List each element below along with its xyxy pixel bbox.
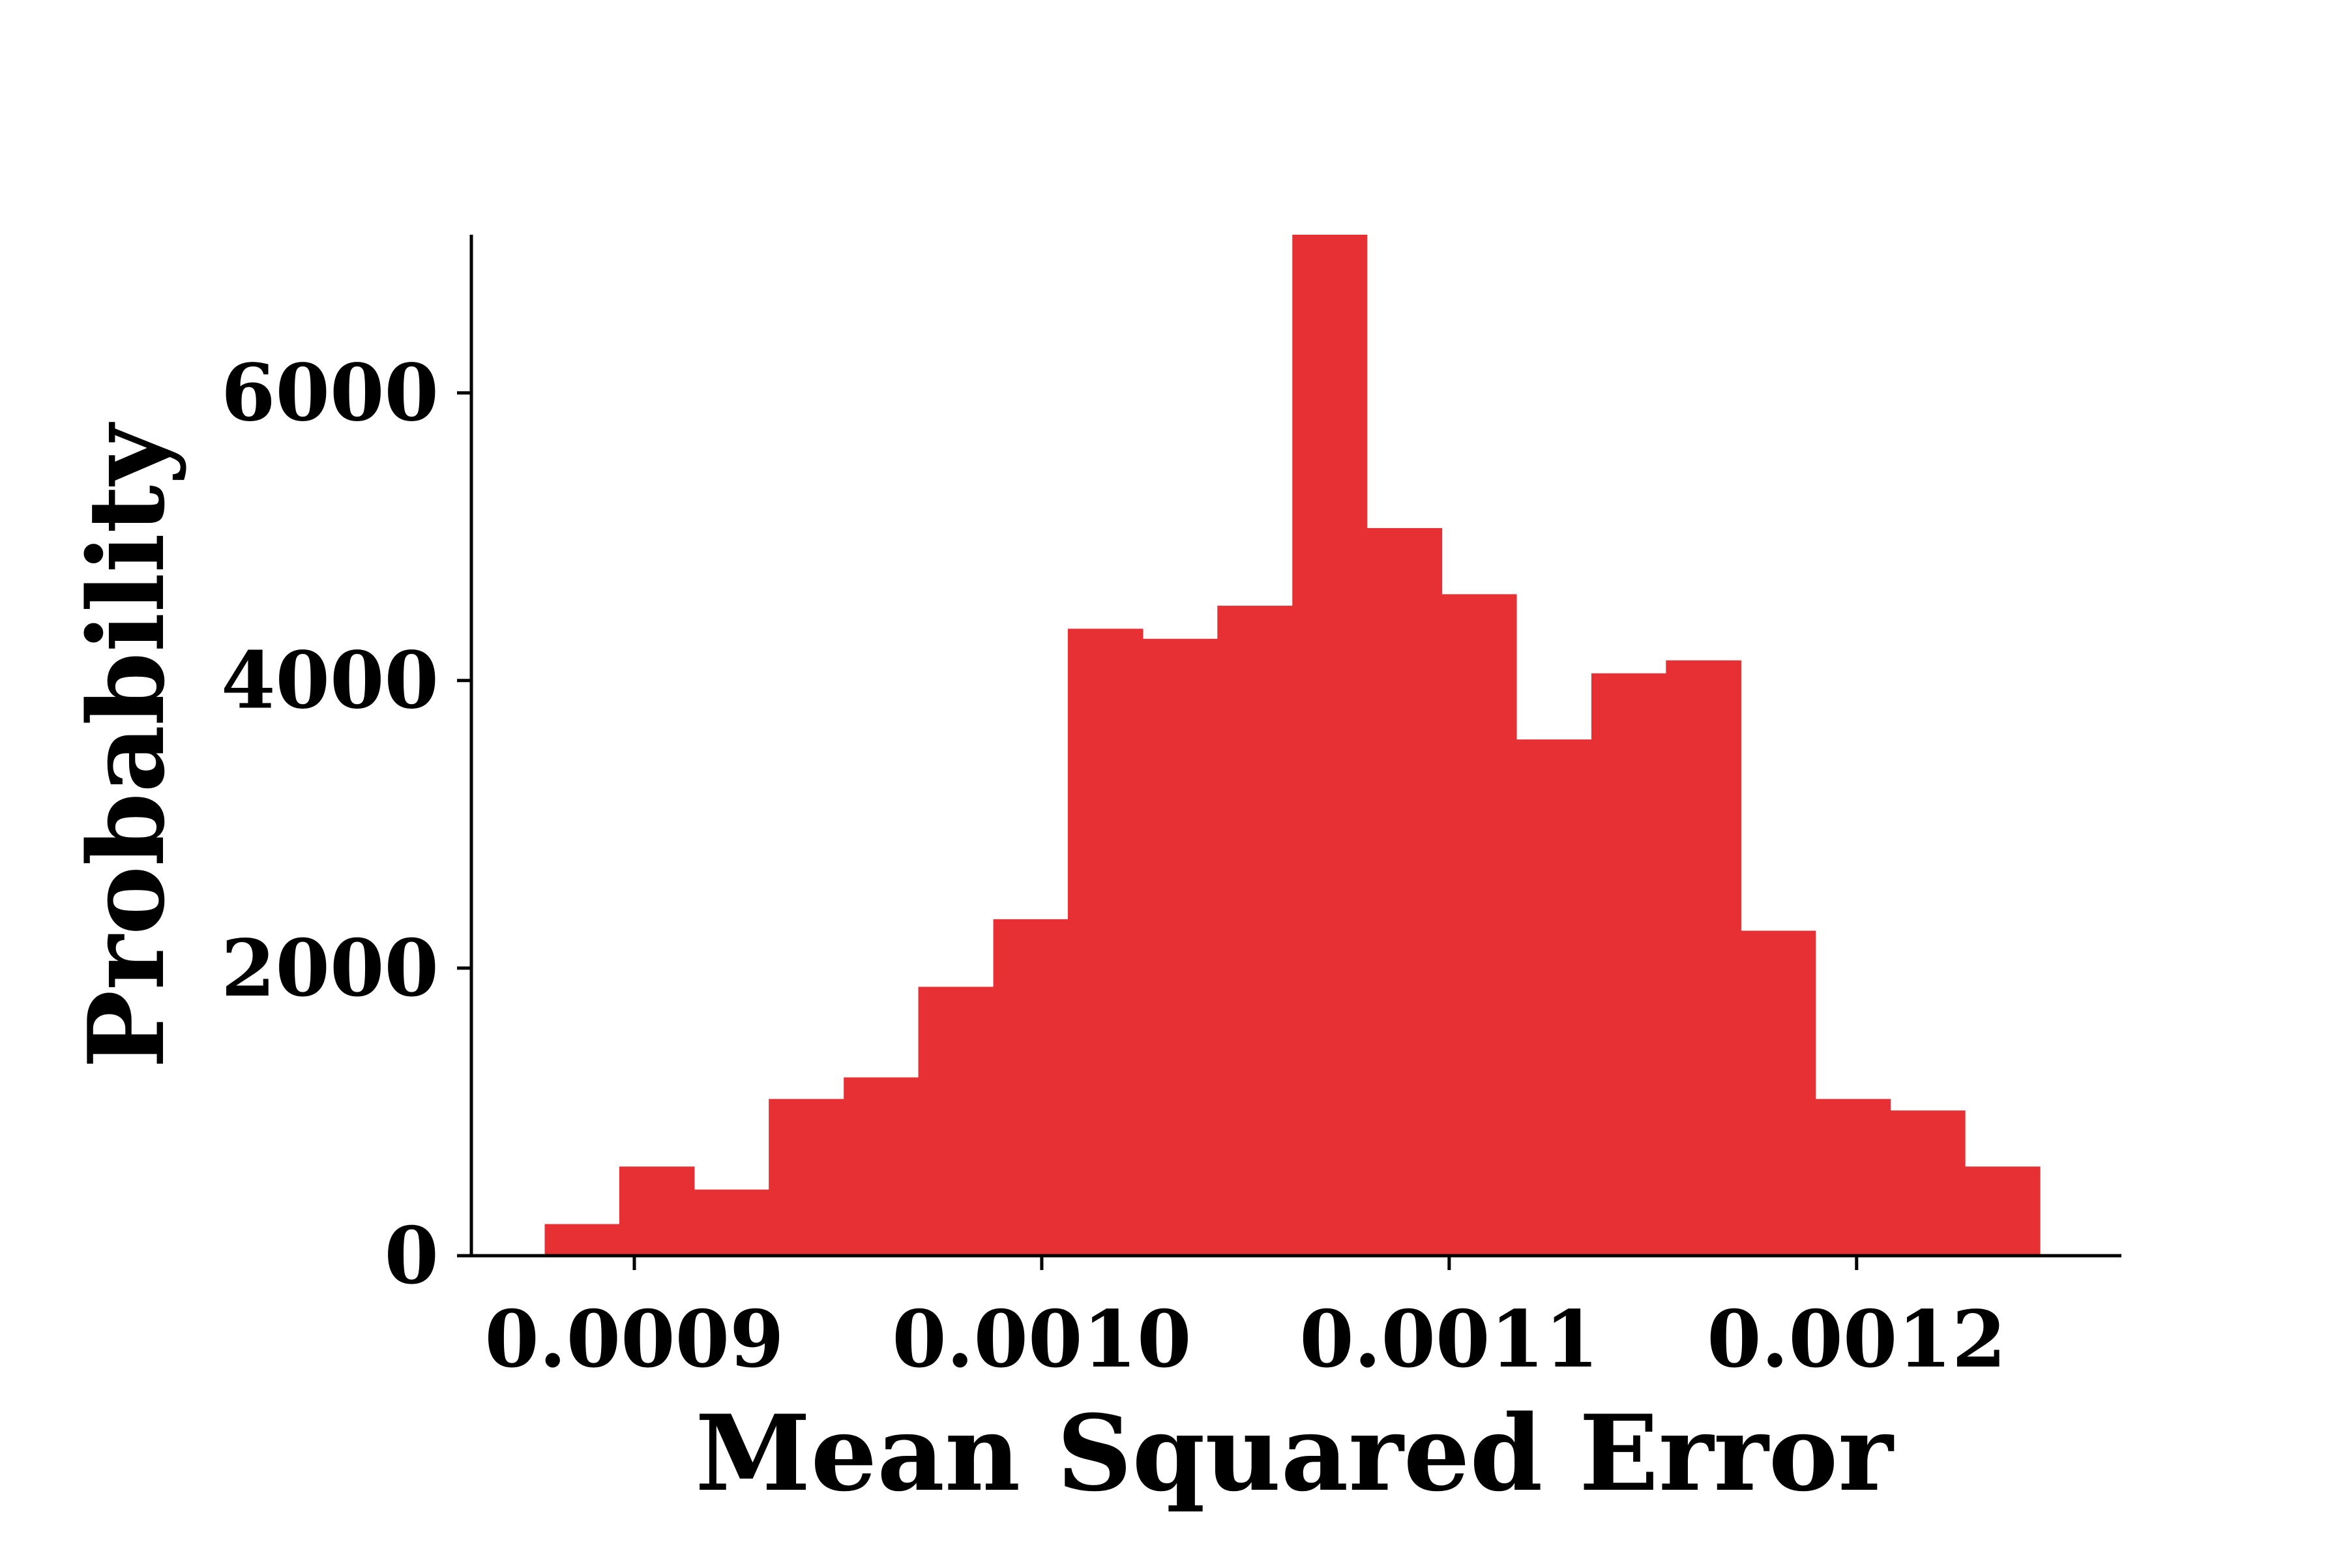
axes-group [469, 235, 2121, 1258]
histogram-bar [1591, 673, 1666, 1256]
x-tick-label: 0.0010 [892, 1294, 1191, 1385]
histogram-bar [1815, 1099, 1891, 1256]
histogram-bar [1516, 739, 1592, 1256]
histogram-bar [769, 1099, 844, 1256]
histogram-bar [993, 919, 1069, 1256]
histogram-bar [918, 986, 994, 1256]
histogram-bar [1292, 235, 1368, 1256]
histogram-bar [1965, 1166, 2041, 1256]
y-ticks-group: 0 2000 4000 6000 [221, 348, 471, 1302]
histogram-bar [1741, 930, 1816, 1256]
y-tick-label: 0 [385, 1210, 439, 1302]
histogram-bar [619, 1166, 695, 1256]
y-tick-label: 4000 [221, 635, 439, 727]
histogram-bar [1366, 527, 1443, 1256]
x-ticks-group: 0.0009 0.0010 0.0011 0.0012 [484, 1256, 2006, 1385]
histogram-bar [844, 1077, 919, 1256]
histogram-bar [1067, 629, 1144, 1256]
y-tick-label: 2000 [221, 923, 439, 1014]
x-tick-label: 0.0011 [1299, 1294, 1599, 1385]
histogram-bar [544, 1224, 620, 1256]
histogram-bar [694, 1189, 769, 1256]
histogram-bar [1217, 606, 1293, 1256]
x-tick-label: 0.0012 [1707, 1294, 2006, 1385]
histogram-bar [1142, 638, 1218, 1256]
x-tick-label: 0.0009 [484, 1294, 784, 1385]
histogram-bar [1441, 594, 1517, 1256]
histogram-bar [1890, 1110, 1966, 1256]
y-tick-label: 6000 [221, 348, 439, 439]
x-axis-title: Mean Squared Error [695, 1392, 1894, 1515]
histogram-bar [1666, 660, 1741, 1256]
bars-group [544, 235, 2041, 1256]
y-axis-title: Probability [65, 422, 188, 1069]
